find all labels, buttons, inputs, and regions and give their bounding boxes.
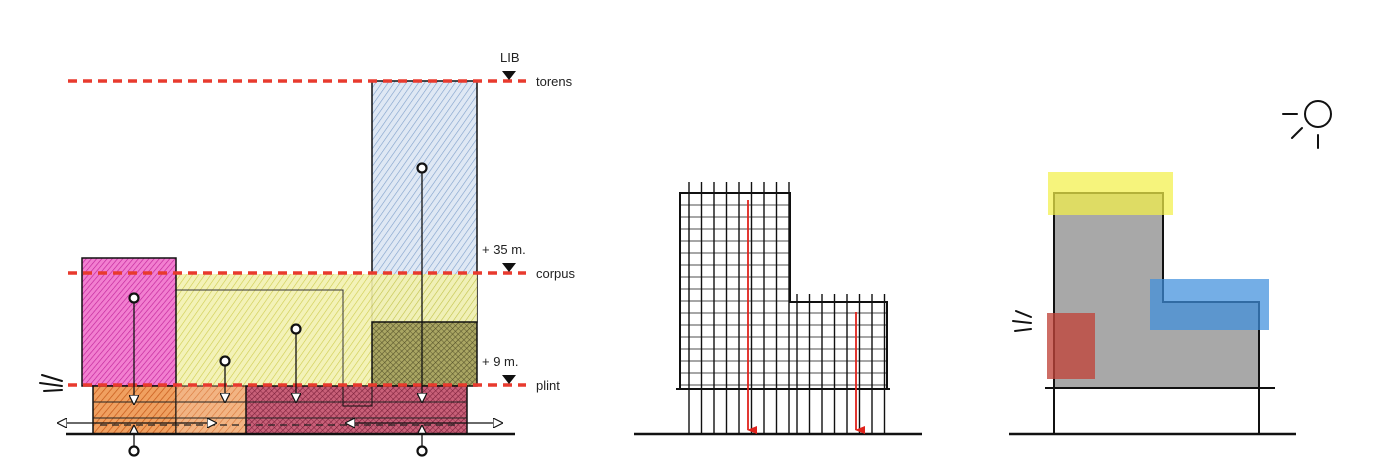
entrance-point-left [128,430,140,457]
label-lib: LIB [500,50,520,65]
massing-section-diagram: LIB torens + 35 m. corpus + 9 m. plint [39,50,576,457]
building-outline [679,192,888,389]
plinth-burgundy-volume [245,385,468,435]
label-corpus: corpus [536,266,576,281]
vertical-access-yellow-1 [219,355,231,399]
sun-icon [1282,100,1332,149]
highlight-red-facade [1047,313,1095,379]
vertical-access-yellow-2 [290,323,302,399]
label-plus9: + 9 m. [482,354,519,369]
grid-lines [680,182,887,434]
structure-grid-diagram [634,182,922,436]
sound-waves-icon [1012,310,1032,332]
magenta-volume [81,257,177,387]
sound-waves-icon [39,374,63,392]
label-torens: torens [536,74,573,89]
plinth-burgundy-top [342,385,373,407]
plinth-orange-light-volume [175,385,247,435]
vertical-access-tower [416,162,428,399]
level-marker-plint [502,375,516,384]
vertical-access-magenta [128,292,140,401]
label-plus35: + 35 m. [482,242,526,257]
khaki-volume [371,321,478,387]
highlight-blue-terrace [1150,279,1269,330]
label-plint: plint [536,378,560,393]
level-marker-torens [502,71,516,80]
highlight-yellow-roof [1048,172,1173,215]
orientation-diagram [1009,100,1332,436]
level-marker-corpus [502,263,516,272]
